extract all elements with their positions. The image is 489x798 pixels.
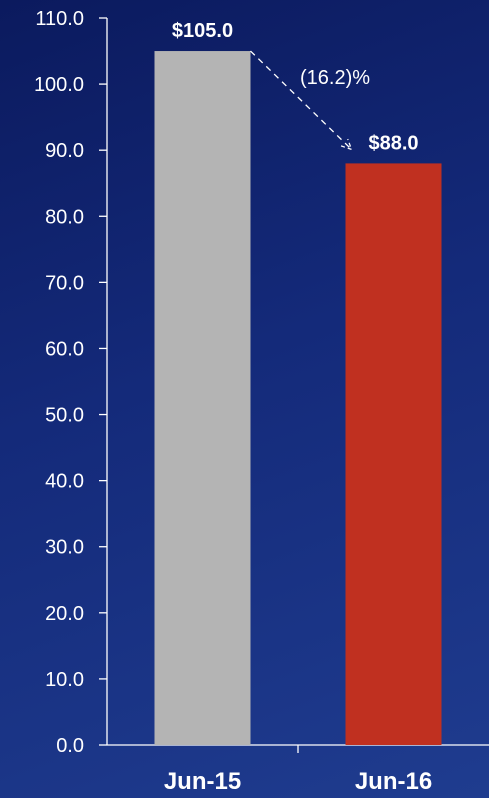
y-tick-label: 60.0 bbox=[45, 338, 84, 360]
change-annotation: (16.2)% bbox=[250, 50, 370, 151]
y-tick-label: 0.0 bbox=[56, 735, 84, 757]
x-axis: Jun-15 Jun-16 bbox=[107, 744, 489, 795]
x-tick-label: Jun-16 bbox=[355, 768, 432, 795]
bars: $105.0 $88.0 bbox=[154, 20, 442, 745]
change-arrow-line bbox=[250, 50, 352, 150]
y-tick-label: 80.0 bbox=[45, 206, 84, 228]
y-tick-label: 10.0 bbox=[45, 669, 84, 691]
y-tick-label: 100.0 bbox=[34, 74, 84, 96]
change-percent-label: (16.2)% bbox=[300, 67, 370, 89]
bar-jun-15 bbox=[154, 51, 251, 745]
y-tick-label: 90.0 bbox=[45, 140, 84, 162]
y-tick-label: 40.0 bbox=[45, 471, 84, 493]
data-label: $88.0 bbox=[368, 132, 418, 154]
y-tick-label: 110.0 bbox=[35, 8, 84, 30]
bar-jun-16 bbox=[345, 163, 442, 745]
y-tick-label: 70.0 bbox=[45, 272, 84, 294]
y-axis: 0.0 10.0 20.0 30.0 40.0 50.0 60.0 70.0 80.0 90.0 1… bbox=[34, 8, 108, 757]
data-label: $105.0 bbox=[172, 20, 233, 42]
change-arrow-head bbox=[340, 138, 353, 151]
x-tick-label: Jun-15 bbox=[164, 768, 241, 795]
y-tick-label: 50.0 bbox=[45, 405, 84, 427]
y-tick-label: 20.0 bbox=[45, 603, 84, 625]
y-tick-label: 30.0 bbox=[45, 537, 84, 559]
